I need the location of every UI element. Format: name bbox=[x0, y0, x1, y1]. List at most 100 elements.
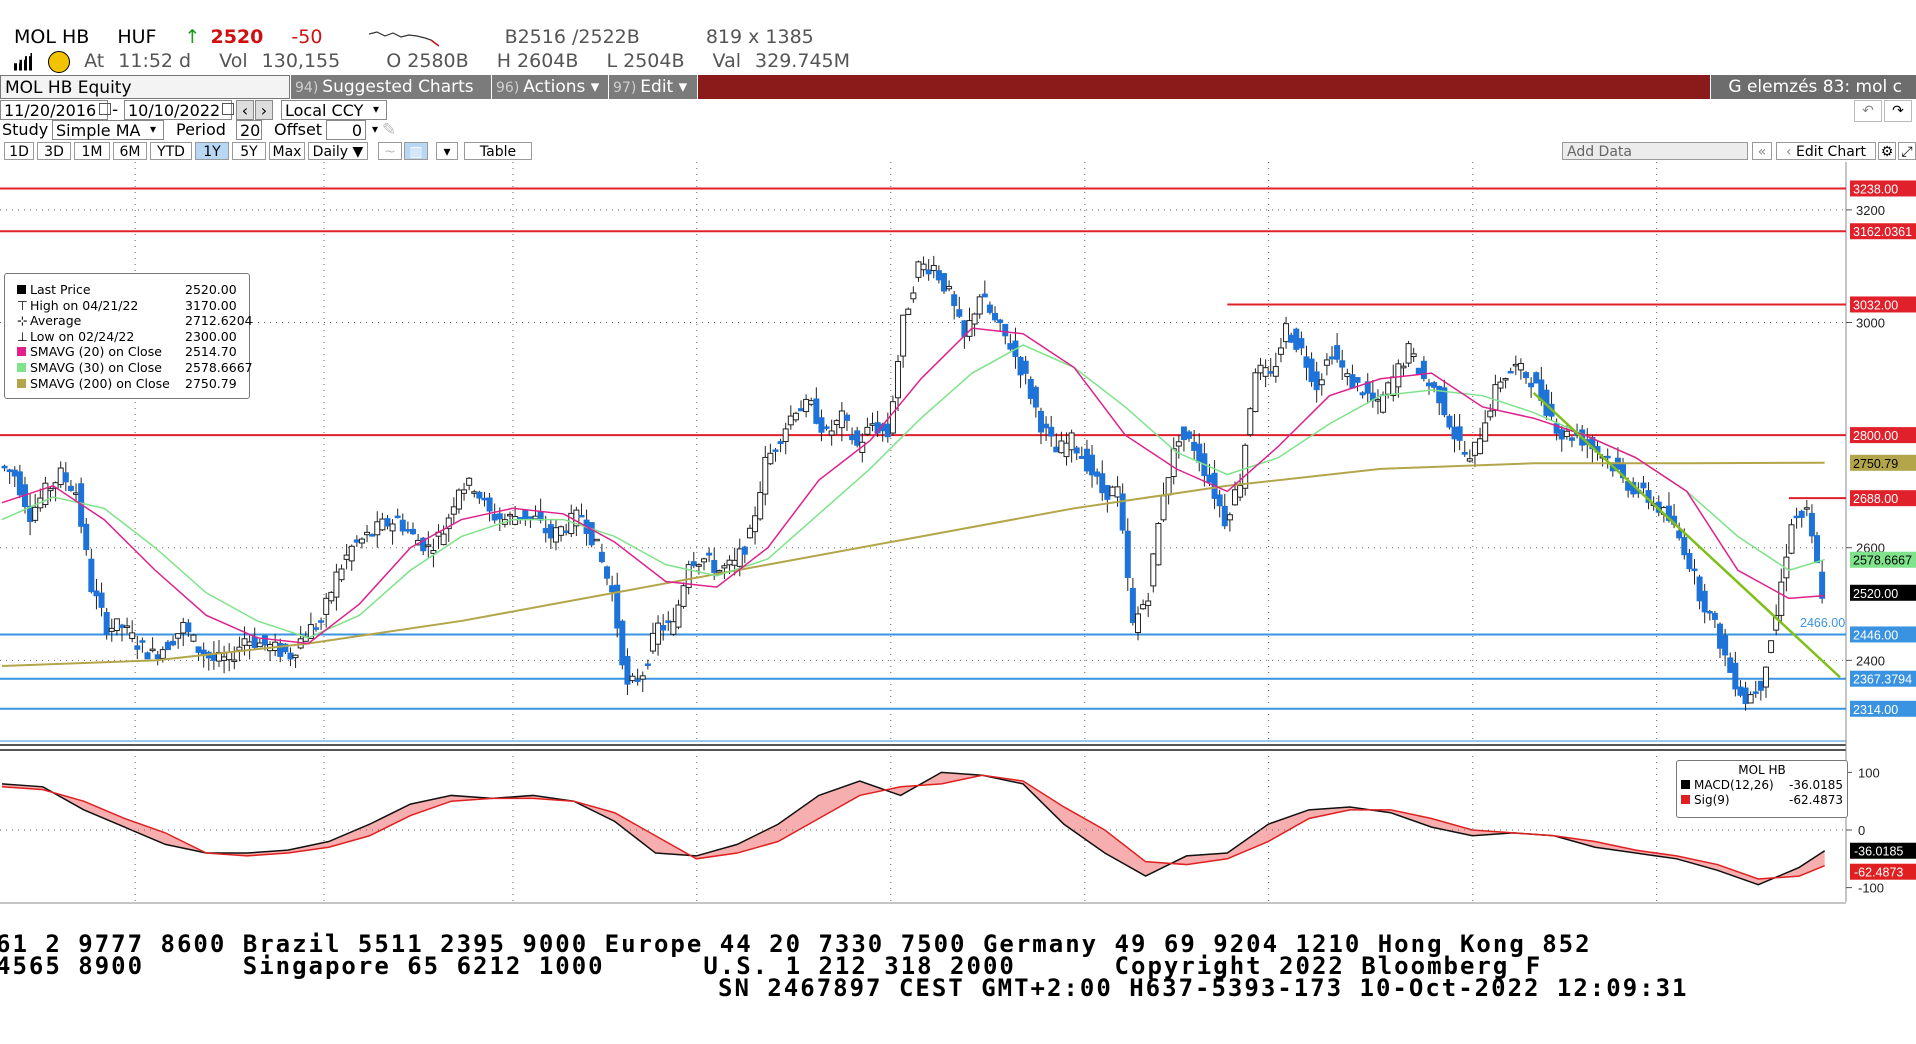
candle-body bbox=[159, 649, 166, 659]
edit-chart-button[interactable]: ‹ Edit Chart bbox=[1776, 142, 1876, 160]
candle-body bbox=[1446, 415, 1453, 428]
candle-body bbox=[144, 652, 151, 660]
offset-field[interactable]: 0 bbox=[326, 120, 366, 140]
candle-body bbox=[170, 640, 177, 646]
next-arrow-button[interactable]: › bbox=[255, 100, 273, 120]
legend-row-sma200: SMAVG (200) on Close 2750.79 bbox=[9, 376, 249, 392]
range-max-button[interactable]: Max bbox=[269, 142, 305, 160]
candle-body bbox=[716, 570, 723, 573]
candle-body bbox=[1461, 451, 1468, 455]
suggested-charts-menu[interactable]: 94)Suggested Charts ▾ bbox=[291, 75, 491, 122]
edit-menu[interactable]: 97) Edit ▾ bbox=[609, 75, 697, 99]
legend-value: 3170.00 bbox=[185, 297, 237, 313]
candle-body bbox=[323, 597, 330, 615]
currency-dropdown-icon[interactable]: ▾ bbox=[373, 102, 380, 116]
low-price: L 2504B bbox=[606, 50, 685, 72]
end-calendar-icon[interactable] bbox=[222, 103, 234, 115]
candle-body bbox=[1099, 473, 1106, 494]
candle-body bbox=[1027, 378, 1034, 399]
candle-body bbox=[1002, 323, 1009, 337]
undo-icon[interactable]: ↶ bbox=[1854, 100, 1882, 122]
candle-body bbox=[701, 558, 708, 563]
candle-body bbox=[1814, 535, 1821, 564]
collapse-icon[interactable]: « bbox=[1752, 142, 1772, 160]
range-1d-button[interactable]: 1D bbox=[4, 142, 34, 160]
candle-body bbox=[481, 497, 488, 501]
legend-swatch-black bbox=[1681, 780, 1690, 789]
range-ytd-button[interactable]: YTD bbox=[150, 142, 192, 160]
candle-body bbox=[1502, 378, 1509, 381]
candle-body bbox=[67, 485, 74, 491]
calendar-icon[interactable] bbox=[99, 103, 111, 115]
candle-body bbox=[1140, 604, 1147, 610]
candle-body bbox=[1344, 373, 1351, 377]
price-label-box bbox=[1850, 223, 1916, 240]
security-field[interactable]: MOL HB Equity bbox=[0, 75, 290, 99]
candle-body bbox=[108, 627, 115, 632]
candle-body bbox=[512, 516, 519, 525]
price-label-box bbox=[1850, 584, 1916, 601]
high-price: H 2604B bbox=[496, 50, 579, 72]
candle-body bbox=[895, 361, 902, 399]
legend-label: High on 04/21/22 bbox=[30, 297, 139, 313]
period-field[interactable]: 20 bbox=[236, 120, 262, 140]
candle-body bbox=[563, 530, 570, 533]
range-1m-button[interactable]: 1M bbox=[74, 142, 110, 160]
candle-body bbox=[1063, 442, 1070, 458]
candle-body bbox=[1186, 431, 1193, 439]
macd-legend[interactable]: MOL HB MACD(12,26) -36.0185 Sig(9) -62.487… bbox=[1676, 760, 1848, 818]
candle-body bbox=[394, 515, 401, 519]
legend-label: Last Price bbox=[30, 282, 91, 297]
price-chart[interactable]: 32003000260024003238.003162.03613032.002… bbox=[0, 162, 1916, 904]
price-label-box bbox=[1850, 180, 1916, 197]
candle-body bbox=[547, 524, 554, 539]
footer-line-1: 61 2 9777 8600 Brazil 5511 2395 9000 Eur… bbox=[0, 930, 1592, 958]
candle-body bbox=[843, 414, 850, 421]
range-5y-button[interactable]: 5Y bbox=[232, 142, 266, 160]
candle-body bbox=[1032, 386, 1039, 408]
currency-select[interactable]: Local CCY bbox=[281, 100, 387, 120]
candle-body bbox=[1507, 370, 1514, 374]
range-1y-button[interactable]: 1Y bbox=[195, 142, 229, 160]
candle-body bbox=[1732, 662, 1739, 690]
candle-body bbox=[1262, 367, 1269, 377]
range-6m-button[interactable]: 6M bbox=[113, 142, 147, 160]
candle-body bbox=[1288, 334, 1295, 343]
candle-body bbox=[11, 469, 18, 477]
chart-legend[interactable]: Last Price 2520.00 ⊤ High on 04/21/22 3170.… bbox=[4, 273, 253, 399]
add-data-field[interactable]: Add Data bbox=[1562, 142, 1748, 160]
candle-body bbox=[16, 471, 23, 496]
candle-chart-icon[interactable]: ▥ bbox=[404, 142, 428, 160]
range-3d-button[interactable]: 3D bbox=[37, 142, 71, 160]
candle-body bbox=[1339, 360, 1346, 368]
candle-body bbox=[348, 545, 355, 562]
legend-label: Sig(9) bbox=[1694, 793, 1730, 807]
candle-body bbox=[1180, 426, 1187, 441]
candle-body bbox=[1436, 385, 1443, 404]
end-date-field[interactable]: 10/10/2022 bbox=[124, 100, 232, 120]
candle-body bbox=[374, 521, 381, 536]
offset-dropdown-icon[interactable]: ▾ bbox=[372, 122, 379, 136]
actions-menu[interactable]: 96) Actions ▾ bbox=[492, 75, 608, 99]
chart-type-dropdown-icon[interactable]: ▾ bbox=[436, 142, 458, 160]
settings-icon[interactable]: ⚙ bbox=[1878, 142, 1896, 160]
price-axis: 32003000260024003238.003162.03613032.002… bbox=[1800, 180, 1916, 717]
pencil-icon[interactable]: ✎ bbox=[382, 120, 397, 140]
line-chart-icon[interactable]: ~ bbox=[378, 142, 402, 160]
redo-icon[interactable]: ↷ bbox=[1884, 100, 1912, 122]
study-select[interactable]: Simple MA bbox=[52, 120, 164, 140]
study-dropdown-icon[interactable]: ▾ bbox=[150, 122, 157, 136]
candle-body bbox=[782, 428, 789, 443]
expand-icon[interactable]: ⤢ bbox=[1898, 142, 1916, 160]
candle-body bbox=[808, 400, 815, 405]
study-label: Study bbox=[2, 120, 49, 139]
price-label-text: 2446.00 bbox=[1853, 628, 1898, 642]
candle-body bbox=[343, 554, 350, 560]
candle-body bbox=[940, 273, 947, 292]
table-button[interactable]: Table bbox=[464, 142, 532, 160]
trendline-line bbox=[1532, 391, 1841, 679]
start-date-field[interactable]: 11/20/2016 bbox=[0, 100, 108, 120]
frequency-select[interactable]: Daily ▼ bbox=[308, 142, 368, 160]
prev-arrow-button[interactable]: ‹ bbox=[236, 100, 254, 120]
legend-value: 2750.79 bbox=[185, 375, 237, 391]
